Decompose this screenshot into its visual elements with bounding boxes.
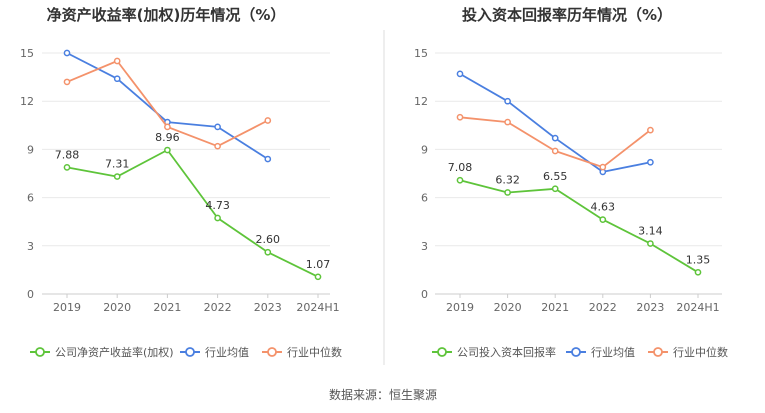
legend-marker-icon (571, 347, 581, 357)
data-label: 3.14 (638, 225, 663, 238)
data-point-company (694, 268, 702, 276)
data-label: 7.08 (448, 161, 473, 174)
data-point-company (214, 214, 221, 222)
data-label: 8.96 (155, 131, 180, 144)
data-point-avg (63, 49, 71, 57)
data-source: 数据来源：恒生聚源 (329, 387, 437, 402)
series-line-company (459, 179, 699, 274)
x-tick-label: 2020 (103, 301, 131, 314)
legend: 公司投入资本回报率 行业均值 行业中位数 (432, 345, 728, 359)
x-tick-label: 2022 (204, 301, 232, 314)
panel-roic: 投入资本回报率历年情况（%） 0 3 6 9 12 15 2019 2020 2021 2022… (414, 6, 728, 359)
data-point-avg (647, 158, 654, 166)
data-label: 6.32 (495, 173, 520, 186)
x-tick-label: 2024H1 (296, 301, 339, 314)
series-line-company (66, 149, 319, 278)
data-label: 1.35 (686, 253, 711, 266)
legend-marker-icon (267, 347, 277, 357)
data-label: 7.31 (105, 158, 130, 171)
legend-label: 行业中位数 (287, 345, 342, 359)
legend-marker-icon (35, 347, 45, 357)
data-point-avg (113, 75, 121, 83)
data-point-company (314, 273, 322, 281)
x-tick-label: 2022 (589, 301, 617, 314)
data-point-company (647, 240, 654, 247)
data-point-avg (551, 134, 559, 142)
data-point-company (264, 248, 272, 256)
data-point-median (551, 147, 559, 155)
legend-item-company[interactable]: 公司净资产收益率(加权) (30, 345, 174, 359)
data-point-company (599, 216, 607, 223)
data-point-median (113, 57, 121, 65)
legend-label: 公司投入资本回报率 (457, 345, 556, 359)
y-tick-label: 15 (414, 47, 428, 60)
legend: 公司净资产收益率(加权) 行业均值 行业中位数 (30, 345, 342, 359)
data-point-median (264, 117, 272, 124)
legend-marker-icon (185, 347, 195, 357)
legend-label: 行业中位数 (673, 345, 728, 359)
y-tick-label: 6 (27, 192, 34, 205)
data-point-company (63, 164, 71, 171)
chart-title: 净资产收益率(加权)历年情况（%） (47, 6, 286, 24)
legend-item-company[interactable]: 公司投入资本回报率 (432, 345, 556, 359)
y-tick-label: 15 (20, 47, 34, 60)
panel-roe: 净资产收益率(加权)历年情况（%） 0 3 6 9 12 15 2019 2020 2021 2… (20, 6, 342, 359)
y-tick-label: 9 (421, 143, 428, 156)
y-tick-label: 12 (414, 95, 428, 108)
x-tick-label: 2023 (254, 301, 282, 314)
y-tick-label: 12 (20, 95, 34, 108)
x-tick-label: 2024H1 (676, 301, 719, 314)
data-point-company (113, 173, 121, 180)
y-tick-label: 0 (27, 288, 34, 301)
y-tick-label: 0 (421, 288, 428, 301)
data-point-median (214, 142, 221, 150)
data-point-median (599, 163, 607, 171)
x-tick-label: 2020 (494, 301, 522, 314)
data-label: 6.55 (543, 170, 568, 183)
x-tick-label: 2019 (53, 301, 81, 314)
x-tick-label: 2019 (446, 301, 474, 314)
legend-label: 公司净资产收益率(加权) (55, 345, 174, 359)
series-line-median (459, 116, 651, 169)
data-point-company (504, 189, 511, 196)
legend-label: 行业均值 (205, 346, 249, 359)
legend-marker-icon (437, 347, 447, 357)
legend-label: 行业均值 (591, 346, 635, 359)
legend-item-avg[interactable]: 行业均值 (566, 346, 635, 359)
chart-title: 投入资本回报率历年情况（%） (462, 6, 672, 24)
data-label: 1.07 (306, 258, 331, 271)
y-tick-label: 9 (27, 143, 34, 156)
data-point-avg (264, 155, 272, 163)
data-point-company (164, 146, 171, 154)
data-point-avg (504, 97, 511, 105)
legend-item-median[interactable]: 行业中位数 (262, 345, 342, 359)
y-tick-label: 6 (421, 192, 428, 205)
data-label: 2.60 (256, 233, 281, 246)
data-label: 4.63 (591, 201, 616, 214)
data-point-avg (456, 70, 464, 78)
x-tick-label: 2021 (541, 301, 569, 314)
x-tick-label: 2021 (153, 301, 181, 314)
data-point-company (456, 176, 464, 184)
data-point-company (551, 185, 559, 193)
x-tick-label: 2023 (636, 301, 664, 314)
data-point-median (164, 123, 171, 131)
y-tick-label: 3 (421, 240, 428, 253)
data-label: 4.73 (205, 199, 230, 212)
data-point-median (456, 113, 464, 121)
legend-item-avg[interactable]: 行业均值 (180, 346, 249, 359)
data-point-median (63, 78, 71, 86)
data-point-avg (214, 123, 221, 131)
legend-marker-icon (653, 347, 663, 357)
y-tick-label: 3 (27, 240, 34, 253)
series-line-avg (459, 73, 651, 173)
data-label: 7.88 (55, 148, 80, 161)
legend-item-median[interactable]: 行业中位数 (648, 345, 728, 359)
data-point-median (504, 118, 511, 126)
data-point-median (647, 126, 654, 134)
